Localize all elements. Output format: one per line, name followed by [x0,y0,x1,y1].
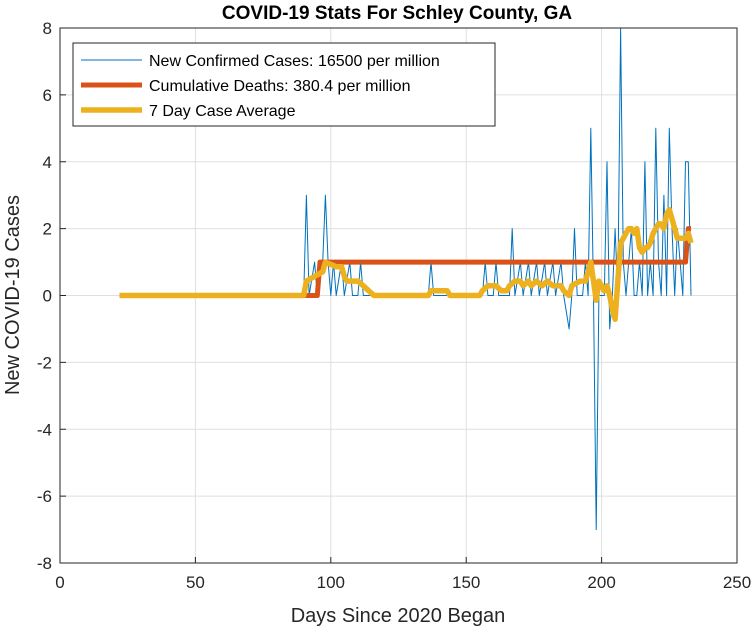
y-tick-label: 6 [43,86,52,105]
series-line-7-day-average [119,206,694,322]
y-tick-label: -2 [37,353,52,372]
y-tick-label: -4 [37,420,52,439]
plot-series [119,27,694,531]
x-tick-label: 150 [452,573,480,592]
legend-label: Cumulative Deaths: 380.4 per million [149,78,410,95]
legend-label: New Confirmed Cases: 16500 per million [149,53,440,70]
y-tick-label: -6 [37,487,52,506]
y-tick-label: 0 [43,287,52,306]
x-tick-label: 200 [587,573,615,592]
chart-title: COVID-19 Stats For Schley County, GA [222,3,572,24]
legend: New Confirmed Cases: 16500 per million Cu… [72,42,496,127]
x-tick-label: 50 [186,573,205,592]
y-tick-label: 4 [43,153,52,172]
y-tick-label: 2 [43,220,52,239]
ticks: 0 50 100 150 200 250 -8 -6 -4 -2 0 2 4 6 8 [37,19,751,592]
y-tick-label: -8 [37,554,52,573]
y-axis-label: New COVID-19 Cases [2,195,24,395]
y-tick-label: 8 [43,19,52,38]
x-tick-label: 100 [317,573,345,592]
x-axis-label: Days Since 2020 Began [291,605,506,627]
legend-box [72,42,496,127]
legend-label: 7 Day Case Average [149,103,296,120]
x-tick-label: 250 [723,573,751,592]
x-tick-label: 0 [55,573,64,592]
